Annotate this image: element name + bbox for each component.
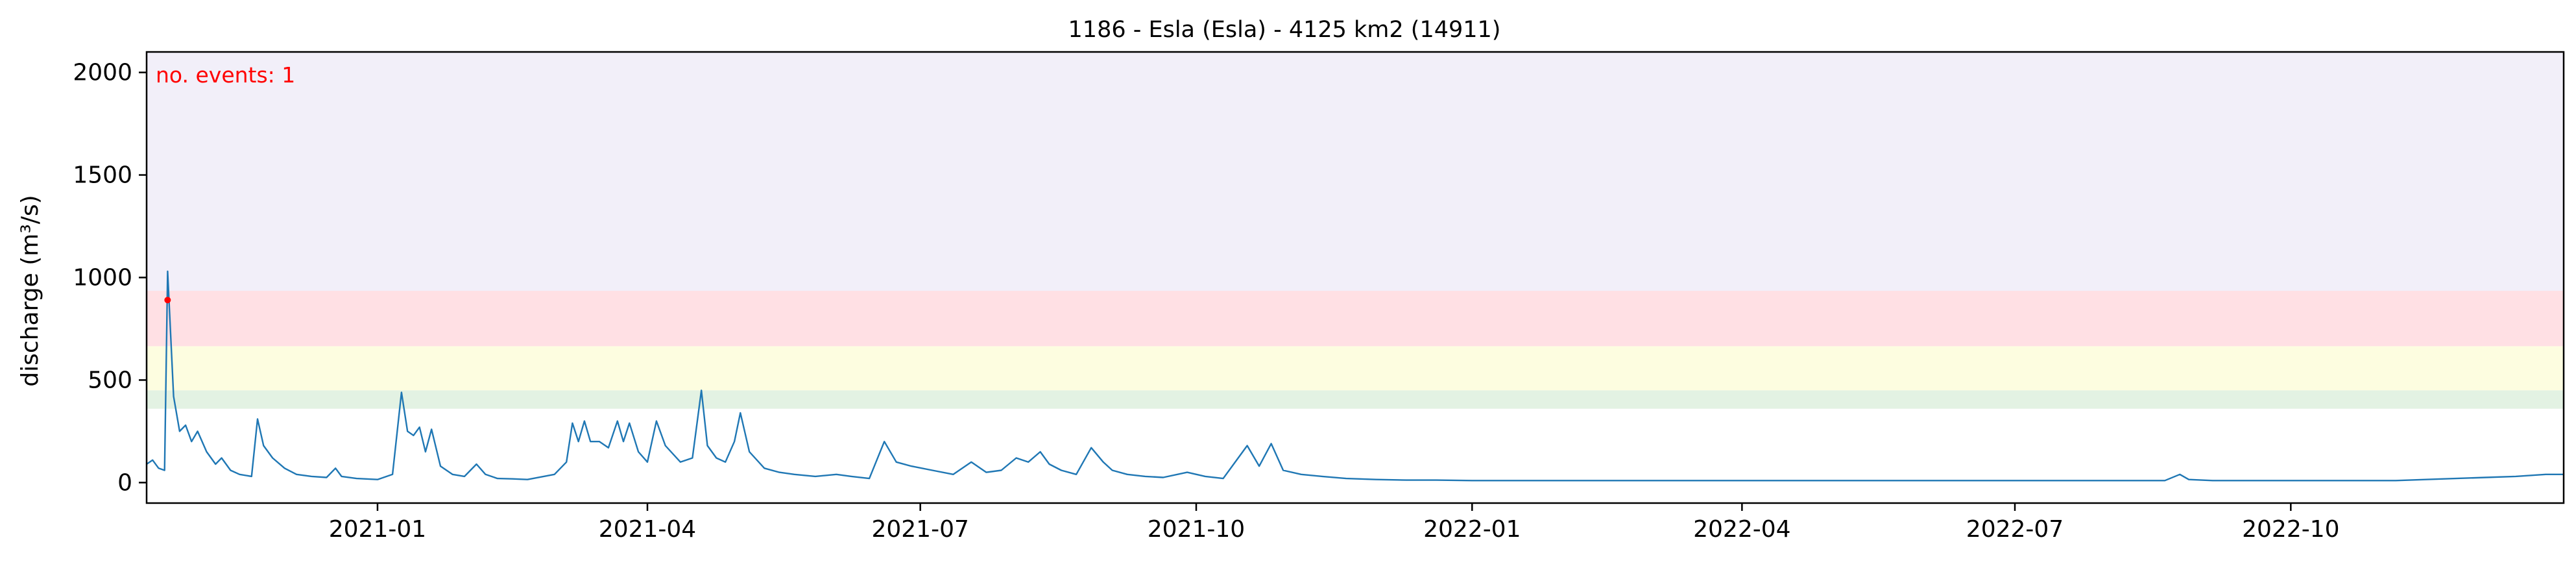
event-markers xyxy=(164,297,171,304)
y-tick-label: 2000 xyxy=(73,60,132,86)
event-marker-1 xyxy=(164,297,171,304)
y-axis-ticks: 0 500 1000 1500 2000 xyxy=(73,60,147,496)
x-tick-label: 2021-04 xyxy=(599,516,696,543)
y-tick-label: 0 xyxy=(117,469,132,496)
x-tick-label: 2022-01 xyxy=(1423,516,1521,543)
x-tick-label: 2022-10 xyxy=(2242,516,2339,543)
x-tick-label: 2021-10 xyxy=(1148,516,1245,543)
events-count-annotation: no. events: 1 xyxy=(156,62,295,88)
x-tick-label: 2021-01 xyxy=(329,516,426,543)
threshold-band-3 xyxy=(147,291,2564,347)
discharge-series-line-1 xyxy=(146,270,2564,482)
chart-title: 1186 - Esla (Esla) - 4125 km2 (14911) xyxy=(1068,17,1501,43)
x-tick-label: 2021-07 xyxy=(871,516,969,543)
threshold-band-2 xyxy=(147,346,2564,391)
series-layer xyxy=(146,270,2564,482)
y-axis-label: discharge (m³/s) xyxy=(17,195,43,386)
threshold-band-1 xyxy=(147,390,2564,409)
y-tick-label: 1000 xyxy=(73,265,132,291)
x-tick-label: 2022-07 xyxy=(1966,516,2064,543)
x-tick-label: 2022-04 xyxy=(1693,516,1790,543)
y-tick-label: 1500 xyxy=(73,162,132,189)
threshold-band-4 xyxy=(147,52,2564,291)
y-tick-label: 500 xyxy=(88,367,132,393)
x-axis-ticks: 2021-01 2021-04 2021-07 2021-10 2022-01 2022-… xyxy=(329,503,2340,543)
threshold-bands xyxy=(147,52,2564,409)
